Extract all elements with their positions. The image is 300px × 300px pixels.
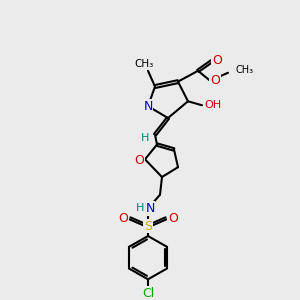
Text: H: H	[141, 133, 149, 143]
Text: CH₃: CH₃	[236, 65, 254, 75]
Text: O: O	[168, 212, 178, 225]
Text: O: O	[210, 74, 220, 87]
Text: N: N	[143, 100, 153, 113]
Text: O: O	[118, 212, 128, 225]
Text: O: O	[134, 154, 144, 167]
Text: O: O	[212, 55, 222, 68]
Text: CH₃: CH₃	[134, 59, 154, 69]
Text: OH: OH	[204, 100, 221, 110]
Text: H: H	[136, 203, 144, 214]
Text: N: N	[145, 202, 155, 215]
Text: S: S	[144, 220, 152, 233]
Text: Cl: Cl	[142, 286, 154, 300]
